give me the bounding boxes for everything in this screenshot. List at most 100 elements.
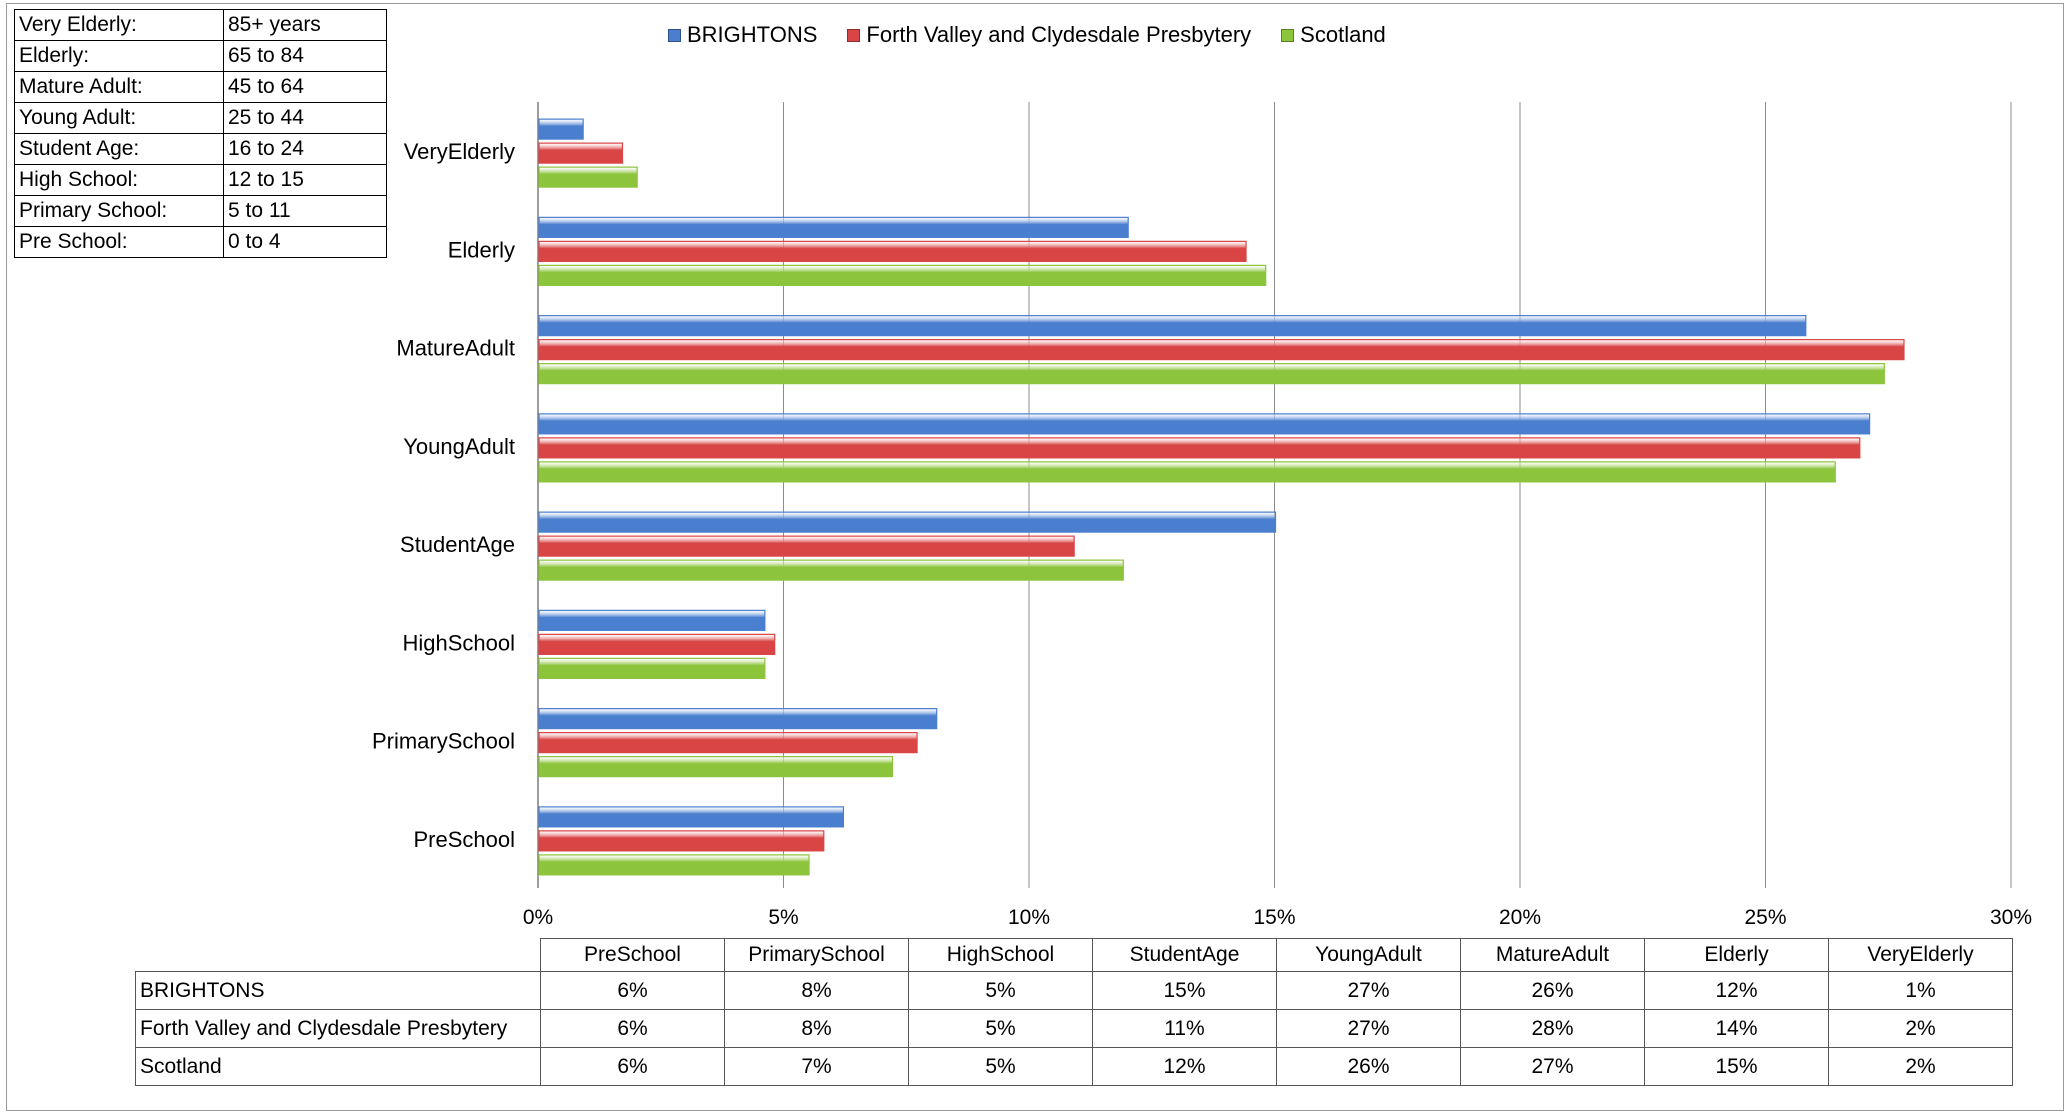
bar-scotland-elderly	[538, 264, 1267, 286]
x-tick-label: 30%	[1990, 906, 2032, 929]
data-table-cell: 26%	[1276, 1047, 1461, 1086]
legend-swatch	[1281, 28, 1295, 42]
legend-swatch	[847, 28, 861, 42]
data-table-cell: 8%	[724, 971, 909, 1010]
data-table-cell: 12%	[1092, 1047, 1277, 1086]
age-key-row: Student Age: 16 to 24	[14, 133, 387, 165]
data-table-row: Forth Valley and Clydesdale Presbytery 6%…	[135, 1009, 2013, 1048]
legend-item: Forth Valley and Clydesdale Presbytery	[847, 22, 1251, 48]
age-key-label: Pre School:	[14, 226, 224, 258]
bar-forth-valley-and-clydesdale-presbytery-highschool	[538, 633, 776, 655]
data-table-cell: 6%	[540, 1047, 725, 1086]
data-table-cell: 2%	[1828, 1047, 2013, 1086]
age-key-range: 85+ years	[223, 9, 387, 41]
age-key-row: Pre School: 0 to 4	[14, 226, 387, 258]
y-category-label: StudentAge	[400, 532, 515, 557]
x-tick-label: 10%	[1008, 906, 1050, 929]
y-category-label: HighSchool	[402, 630, 515, 655]
data-table-cell: 6%	[540, 1009, 725, 1048]
y-category-label: MatureAdult	[396, 336, 515, 361]
data-table-cell: 11%	[1092, 1009, 1277, 1048]
bar-brightons-highschool	[538, 609, 766, 631]
data-table-column-header: YoungAdult	[1276, 938, 1461, 972]
age-key-label: High School:	[14, 164, 224, 196]
data-table-header-row: PreSchool PrimarySchool HighSchool StudentA…	[136, 938, 2013, 972]
x-tick-label: 15%	[1253, 906, 1295, 929]
age-key-row: Very Elderly: 85+ years	[14, 9, 387, 41]
bar-forth-valley-and-clydesdale-presbytery-veryelderly	[538, 142, 624, 164]
age-key-range: 16 to 24	[223, 133, 387, 165]
data-table-cell: 8%	[724, 1009, 909, 1048]
data-table-cell: 27%	[1460, 1047, 1645, 1086]
age-key-row: Young Adult: 25 to 44	[14, 102, 387, 134]
bar-brightons-preschool	[538, 806, 845, 828]
bar-brightons-youngadult	[538, 413, 1871, 435]
age-key-range: 45 to 64	[223, 71, 387, 103]
bar-scotland-primaryschool	[538, 756, 894, 778]
data-table-cell: 15%	[1644, 1047, 1829, 1086]
chart-frame	[6, 3, 2064, 1111]
data-table-cell: 27%	[1276, 1009, 1461, 1048]
data-table-cell: 12%	[1644, 971, 1829, 1010]
bar-forth-valley-and-clydesdale-presbytery-elderly	[538, 240, 1247, 262]
data-table-column-header: MatureAdult	[1460, 938, 1645, 972]
age-key-range: 25 to 44	[223, 102, 387, 134]
age-key-row: Elderly: 65 to 84	[14, 40, 387, 72]
bar-scotland-studentage	[538, 559, 1124, 581]
bar-brightons-primaryschool	[538, 708, 938, 730]
bar-scotland-highschool	[538, 657, 766, 679]
data-table-column-header: VeryElderly	[1828, 938, 2013, 972]
legend-item: Scotland	[1281, 22, 1386, 48]
bar-brightons-matureadult	[538, 315, 1807, 337]
data-table-row-label: Scotland	[135, 1047, 541, 1086]
data-table: PreSchool PrimarySchool HighSchool StudentA…	[135, 938, 2013, 1086]
data-table-cell: 14%	[1644, 1009, 1829, 1048]
bar-scotland-preschool	[538, 854, 810, 876]
data-table-column-header: Elderly	[1644, 938, 1829, 972]
legend-label: Forth Valley and Clydesdale Presbytery	[866, 22, 1252, 47]
data-table-row-label: BRIGHTONS	[135, 971, 541, 1010]
data-table-row: BRIGHTONS 6% 8% 5% 15% 27% 26% 12% 1%	[135, 971, 2013, 1010]
legend-item: BRIGHTONS	[668, 22, 817, 48]
bar-scotland-matureadult	[538, 363, 1885, 385]
data-table-column-header: PreSchool	[540, 938, 725, 972]
age-key-label: Primary School:	[14, 195, 224, 227]
y-category-label: PreSchool	[413, 827, 515, 852]
y-category-label: VeryElderly	[404, 139, 515, 164]
data-table-cell: 1%	[1828, 971, 2013, 1010]
y-category-label: Elderly	[448, 237, 515, 262]
x-tick-label: 5%	[768, 906, 798, 929]
data-table-cell: 5%	[908, 1009, 1093, 1048]
legend-label: Scotland	[1300, 22, 1386, 47]
data-table-column-header: StudentAge	[1092, 938, 1277, 972]
bar-scotland-youngadult	[538, 461, 1836, 483]
x-tick-label: 25%	[1744, 906, 1786, 929]
bar-forth-valley-and-clydesdale-presbytery-primaryschool	[538, 732, 918, 754]
y-category-label: PrimarySchool	[372, 729, 515, 754]
bar-forth-valley-and-clydesdale-presbytery-preschool	[538, 830, 825, 852]
bar-forth-valley-and-clydesdale-presbytery-youngadult	[538, 437, 1861, 459]
bar-brightons-elderly	[538, 216, 1129, 238]
data-table-cell: 5%	[908, 1047, 1093, 1086]
y-category-label: YoungAdult	[403, 434, 515, 459]
data-table-row-label: Forth Valley and Clydesdale Presbytery	[135, 1009, 541, 1048]
legend-label: BRIGHTONS	[687, 22, 818, 47]
data-table-cell: 5%	[908, 971, 1093, 1010]
data-table-corner	[136, 939, 541, 972]
age-key-row: Primary School: 5 to 11	[14, 195, 387, 227]
data-table-cell: 27%	[1276, 971, 1461, 1010]
age-key-range: 5 to 11	[223, 195, 387, 227]
bar-brightons-veryelderly	[538, 118, 584, 140]
x-tick-label: 0%	[523, 906, 553, 929]
data-table-cell: 2%	[1828, 1009, 2013, 1048]
bar-forth-valley-and-clydesdale-presbytery-studentage	[538, 535, 1075, 557]
legend-swatch	[668, 28, 681, 42]
bar-brightons-studentage	[538, 511, 1277, 533]
age-key-label: Student Age:	[14, 133, 224, 165]
data-table-cell: 15%	[1092, 971, 1277, 1010]
data-table-column-header: HighSchool	[908, 938, 1093, 972]
data-table-cell: 28%	[1460, 1009, 1645, 1048]
data-table-column-header: PrimarySchool	[724, 938, 909, 972]
data-table-cell: 6%	[540, 971, 725, 1010]
